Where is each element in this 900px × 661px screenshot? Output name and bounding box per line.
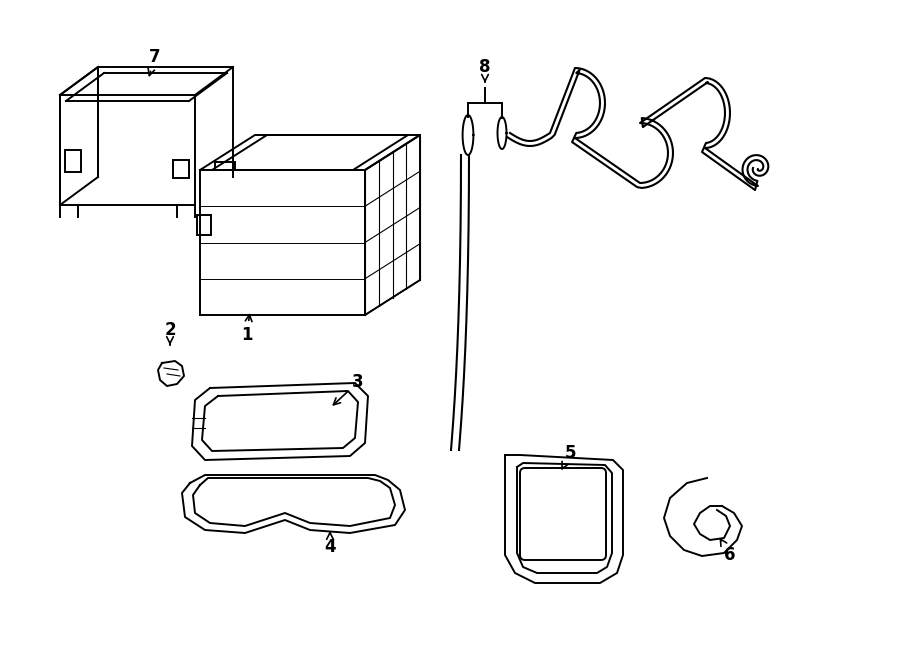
Text: 2: 2 [164,321,176,344]
Text: 6: 6 [720,539,736,564]
Text: 5: 5 [562,444,576,469]
Text: 7: 7 [148,48,161,75]
Text: 4: 4 [324,532,336,556]
Bar [65,150,81,172]
Bar [173,160,189,178]
Text: 1: 1 [241,315,253,344]
Text: 3: 3 [333,373,364,405]
Bar [215,162,235,170]
Bar [197,215,211,235]
Text: 8: 8 [479,58,490,82]
